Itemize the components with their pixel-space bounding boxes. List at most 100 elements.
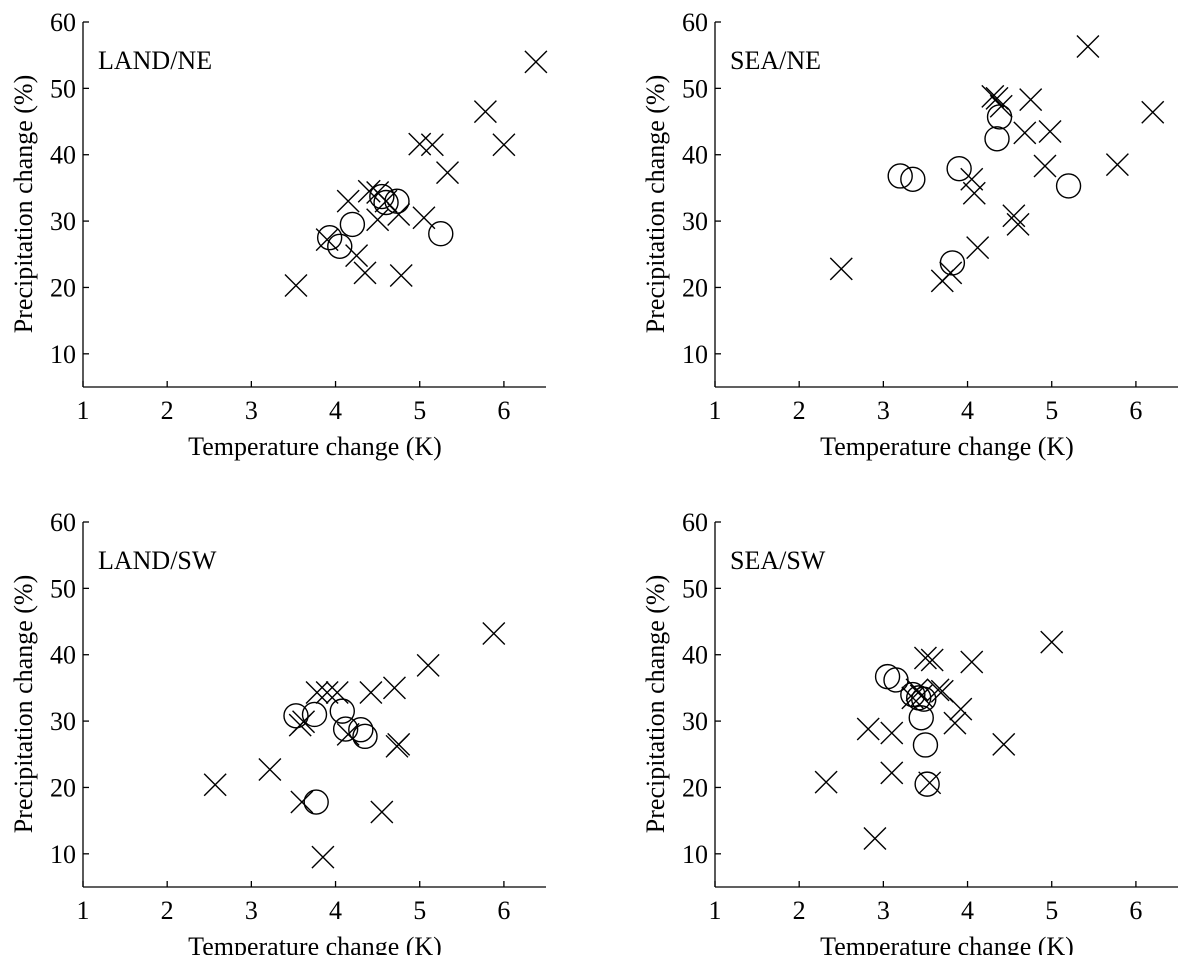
- circle-marker-point: [332, 716, 359, 742]
- circle-marker-point: [339, 211, 366, 238]
- x-marker-point: [992, 732, 1016, 756]
- x-marker-point: [292, 710, 316, 734]
- x-marker-point: [1019, 88, 1043, 112]
- x-marker-point: [336, 722, 360, 746]
- circle-marker-point: [384, 188, 410, 214]
- circle-marker-point: [939, 250, 966, 276]
- circle-marker-point: [912, 732, 939, 758]
- x-marker-point: [284, 273, 308, 297]
- circle-marker-point: [984, 126, 1010, 152]
- circle-marker-point: [883, 667, 909, 693]
- ticks: 1 2 3 4 5 6 10 20 30 40 50 60: [50, 508, 510, 925]
- x-tick-label: 6: [497, 896, 510, 925]
- circle-marker-point: [428, 220, 454, 247]
- x-axis-label: Temperature change (K): [188, 432, 442, 461]
- x-marker-point: [357, 179, 381, 203]
- x-marker-point: [962, 181, 986, 205]
- x-marker-point: [482, 621, 506, 645]
- ticks: 1 2 3 4 5 6 10 20 30 40 50 60: [50, 8, 510, 425]
- x-marker-point: [943, 711, 967, 735]
- x-marker-point: [1040, 630, 1064, 654]
- circle-marker-point: [1055, 173, 1082, 199]
- x-axis-label: Temperature change (K): [820, 932, 1074, 955]
- axes: [714, 22, 1178, 388]
- panel-label: SEA/NE: [730, 46, 821, 75]
- x-tick-label: 4: [961, 896, 974, 925]
- circle-marker-point: [911, 686, 937, 712]
- x-tick-label: 3: [245, 396, 258, 425]
- plot-marks: [814, 630, 1064, 851]
- y-tick-label: 10: [50, 840, 76, 869]
- y-tick-label: 50: [682, 74, 708, 103]
- x-marker-point: [353, 261, 377, 285]
- x-marker-point: [863, 827, 887, 851]
- x-marker-point: [1038, 120, 1062, 143]
- x-marker-point: [311, 845, 335, 869]
- circle-marker-point: [352, 723, 378, 750]
- y-tick-label: 60: [682, 508, 708, 537]
- y-tick-label: 30: [682, 207, 708, 236]
- y-tick-label: 10: [50, 340, 76, 369]
- x-axis-label: Temperature change (K): [188, 932, 442, 955]
- x-marker-point: [920, 648, 944, 672]
- x-marker-point: [473, 100, 497, 124]
- x-marker-point: [416, 653, 440, 677]
- y-tick-label: 10: [682, 840, 708, 869]
- x-marker-point: [829, 257, 853, 281]
- circle-marker-point: [946, 155, 972, 182]
- y-tick-label: 40: [50, 641, 76, 670]
- x-tick-label: 1: [709, 896, 722, 925]
- x-tick-label: 6: [1129, 396, 1142, 425]
- y-tick-label: 20: [50, 273, 76, 302]
- circle-marker-point: [316, 224, 343, 251]
- x-marker-point: [960, 167, 984, 191]
- panel-land-sw: LAND/SW 1 2 3 4 5 6 10 20 30 40 50 60 Temperature c…: [9, 508, 546, 955]
- x-tick-label: 2: [793, 396, 806, 425]
- panel-sea-sw: SEA/SW 1 2 3 4 5 6 10 20 30 40 50 60 Temperature ch…: [641, 508, 1178, 955]
- x-marker-point: [389, 264, 413, 288]
- plot-marks: [203, 621, 506, 869]
- panel-label: LAND/SW: [98, 546, 217, 575]
- panel-label: LAND/NE: [98, 46, 212, 75]
- panel-sea-ne: SEA/NE 1 2 3 4 5 6 10 20 30 40 50 60 Temperature ch…: [641, 8, 1178, 461]
- x-tick-label: 5: [1045, 896, 1058, 925]
- x-marker-point: [880, 721, 904, 745]
- y-tick-label: 60: [50, 8, 76, 37]
- circle-marker-point: [908, 705, 934, 731]
- circle-marker-point: [329, 698, 355, 724]
- x-marker-point: [1013, 121, 1037, 145]
- x-tick-label: 4: [329, 396, 342, 425]
- circle-marker-point: [900, 166, 926, 192]
- circle-marker-point: [283, 703, 309, 729]
- x-marker-point: [966, 236, 990, 260]
- y-axis-label: Precipitation change (%): [9, 575, 38, 833]
- x-marker-point: [814, 770, 838, 794]
- x-marker-point: [939, 261, 963, 285]
- x-tick-label: 2: [161, 396, 174, 425]
- circle-marker-point: [887, 163, 913, 189]
- ticks: 1 2 3 4 5 6 10 20 30 40 50 60: [682, 8, 1142, 425]
- x-tick-label: 6: [1129, 896, 1142, 925]
- x-marker-point: [1033, 154, 1057, 178]
- y-tick-label: 50: [50, 74, 76, 103]
- ticks: 1 2 3 4 5 6 10 20 30 40 50 60: [682, 508, 1142, 925]
- x-tick-label: 4: [329, 896, 342, 925]
- x-tick-label: 5: [1045, 396, 1058, 425]
- x-marker-point: [387, 202, 411, 226]
- x-marker-point: [420, 133, 444, 157]
- x-tick-label: 1: [709, 396, 722, 425]
- circle-marker-point: [303, 789, 329, 815]
- x-marker-point: [492, 133, 516, 157]
- x-marker-point: [1105, 153, 1129, 177]
- y-tick-label: 10: [682, 340, 708, 369]
- x-marker-point: [1141, 100, 1165, 124]
- plot-marks: [284, 50, 548, 297]
- x-marker-point: [981, 84, 1005, 108]
- x-tick-label: 2: [161, 896, 174, 925]
- y-axis-label: Precipitation change (%): [641, 575, 670, 833]
- y-axis-label: Precipitation change (%): [9, 75, 38, 333]
- circle-marker-point: [373, 189, 399, 216]
- x-marker-point: [387, 732, 411, 756]
- y-tick-label: 20: [50, 773, 76, 802]
- panel-label: SEA/SW: [730, 546, 826, 575]
